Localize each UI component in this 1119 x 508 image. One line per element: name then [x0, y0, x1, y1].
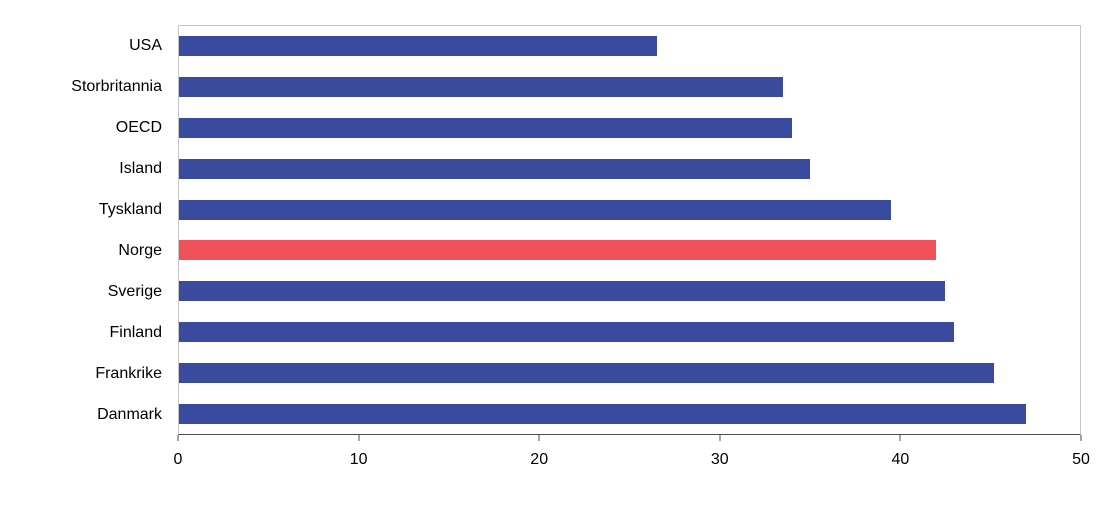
bar-sverige — [179, 281, 945, 302]
bar-frankrike — [179, 362, 994, 383]
x-axis-tick-mark — [899, 435, 901, 441]
category-label: OECD — [115, 118, 162, 136]
category-labels: USA Storbritannia OECD Island Tyskland Norge S… — [0, 25, 162, 435]
bar-usa — [179, 36, 657, 57]
category-label: Finland — [109, 323, 162, 341]
plot-area — [178, 25, 1081, 435]
category-label: USA — [129, 36, 162, 54]
x-axis-tick-mark — [358, 435, 360, 441]
bar-danmark — [179, 403, 1026, 424]
x-axis: 0 10 20 30 40 50 — [174, 435, 1090, 485]
bar-oecd — [179, 117, 792, 138]
bar-row — [179, 67, 1080, 108]
bar-row — [179, 26, 1080, 67]
x-axis-tick-label: 50 — [1072, 451, 1090, 468]
bar-tyskland — [179, 199, 891, 220]
bar-row — [179, 271, 1080, 312]
bar-finland — [179, 321, 954, 342]
category-label: Tyskland — [98, 200, 162, 218]
x-axis-tick-mark — [538, 435, 540, 441]
category-label: Sverige — [107, 282, 162, 300]
bar-row — [179, 108, 1080, 149]
category-label: Storbritannia — [71, 77, 162, 95]
bar-row — [179, 148, 1080, 189]
bar-row — [179, 189, 1080, 230]
x-axis-tick-label: 0 — [173, 451, 183, 468]
x-axis-tick-label: 40 — [891, 451, 910, 468]
bar-norge — [179, 240, 936, 261]
bar-storbritannia — [179, 77, 783, 98]
x-axis-tick-label: 30 — [710, 451, 729, 468]
bar-row — [179, 352, 1080, 393]
x-axis-tick-mark — [719, 435, 721, 441]
bar-row — [179, 393, 1080, 434]
bar-island — [179, 158, 810, 179]
bar-row — [179, 230, 1080, 271]
x-axis-tick-label: 10 — [349, 451, 368, 468]
category-label: Norge — [118, 241, 162, 259]
x-axis-tick-label: 20 — [530, 451, 549, 468]
x-axis-tick-mark — [177, 435, 179, 441]
bar-row — [179, 312, 1080, 353]
category-label: Frankrike — [95, 364, 162, 382]
category-label: Danmark — [97, 405, 162, 423]
category-label: Island — [119, 159, 162, 177]
x-axis-tick-mark — [1080, 435, 1082, 441]
